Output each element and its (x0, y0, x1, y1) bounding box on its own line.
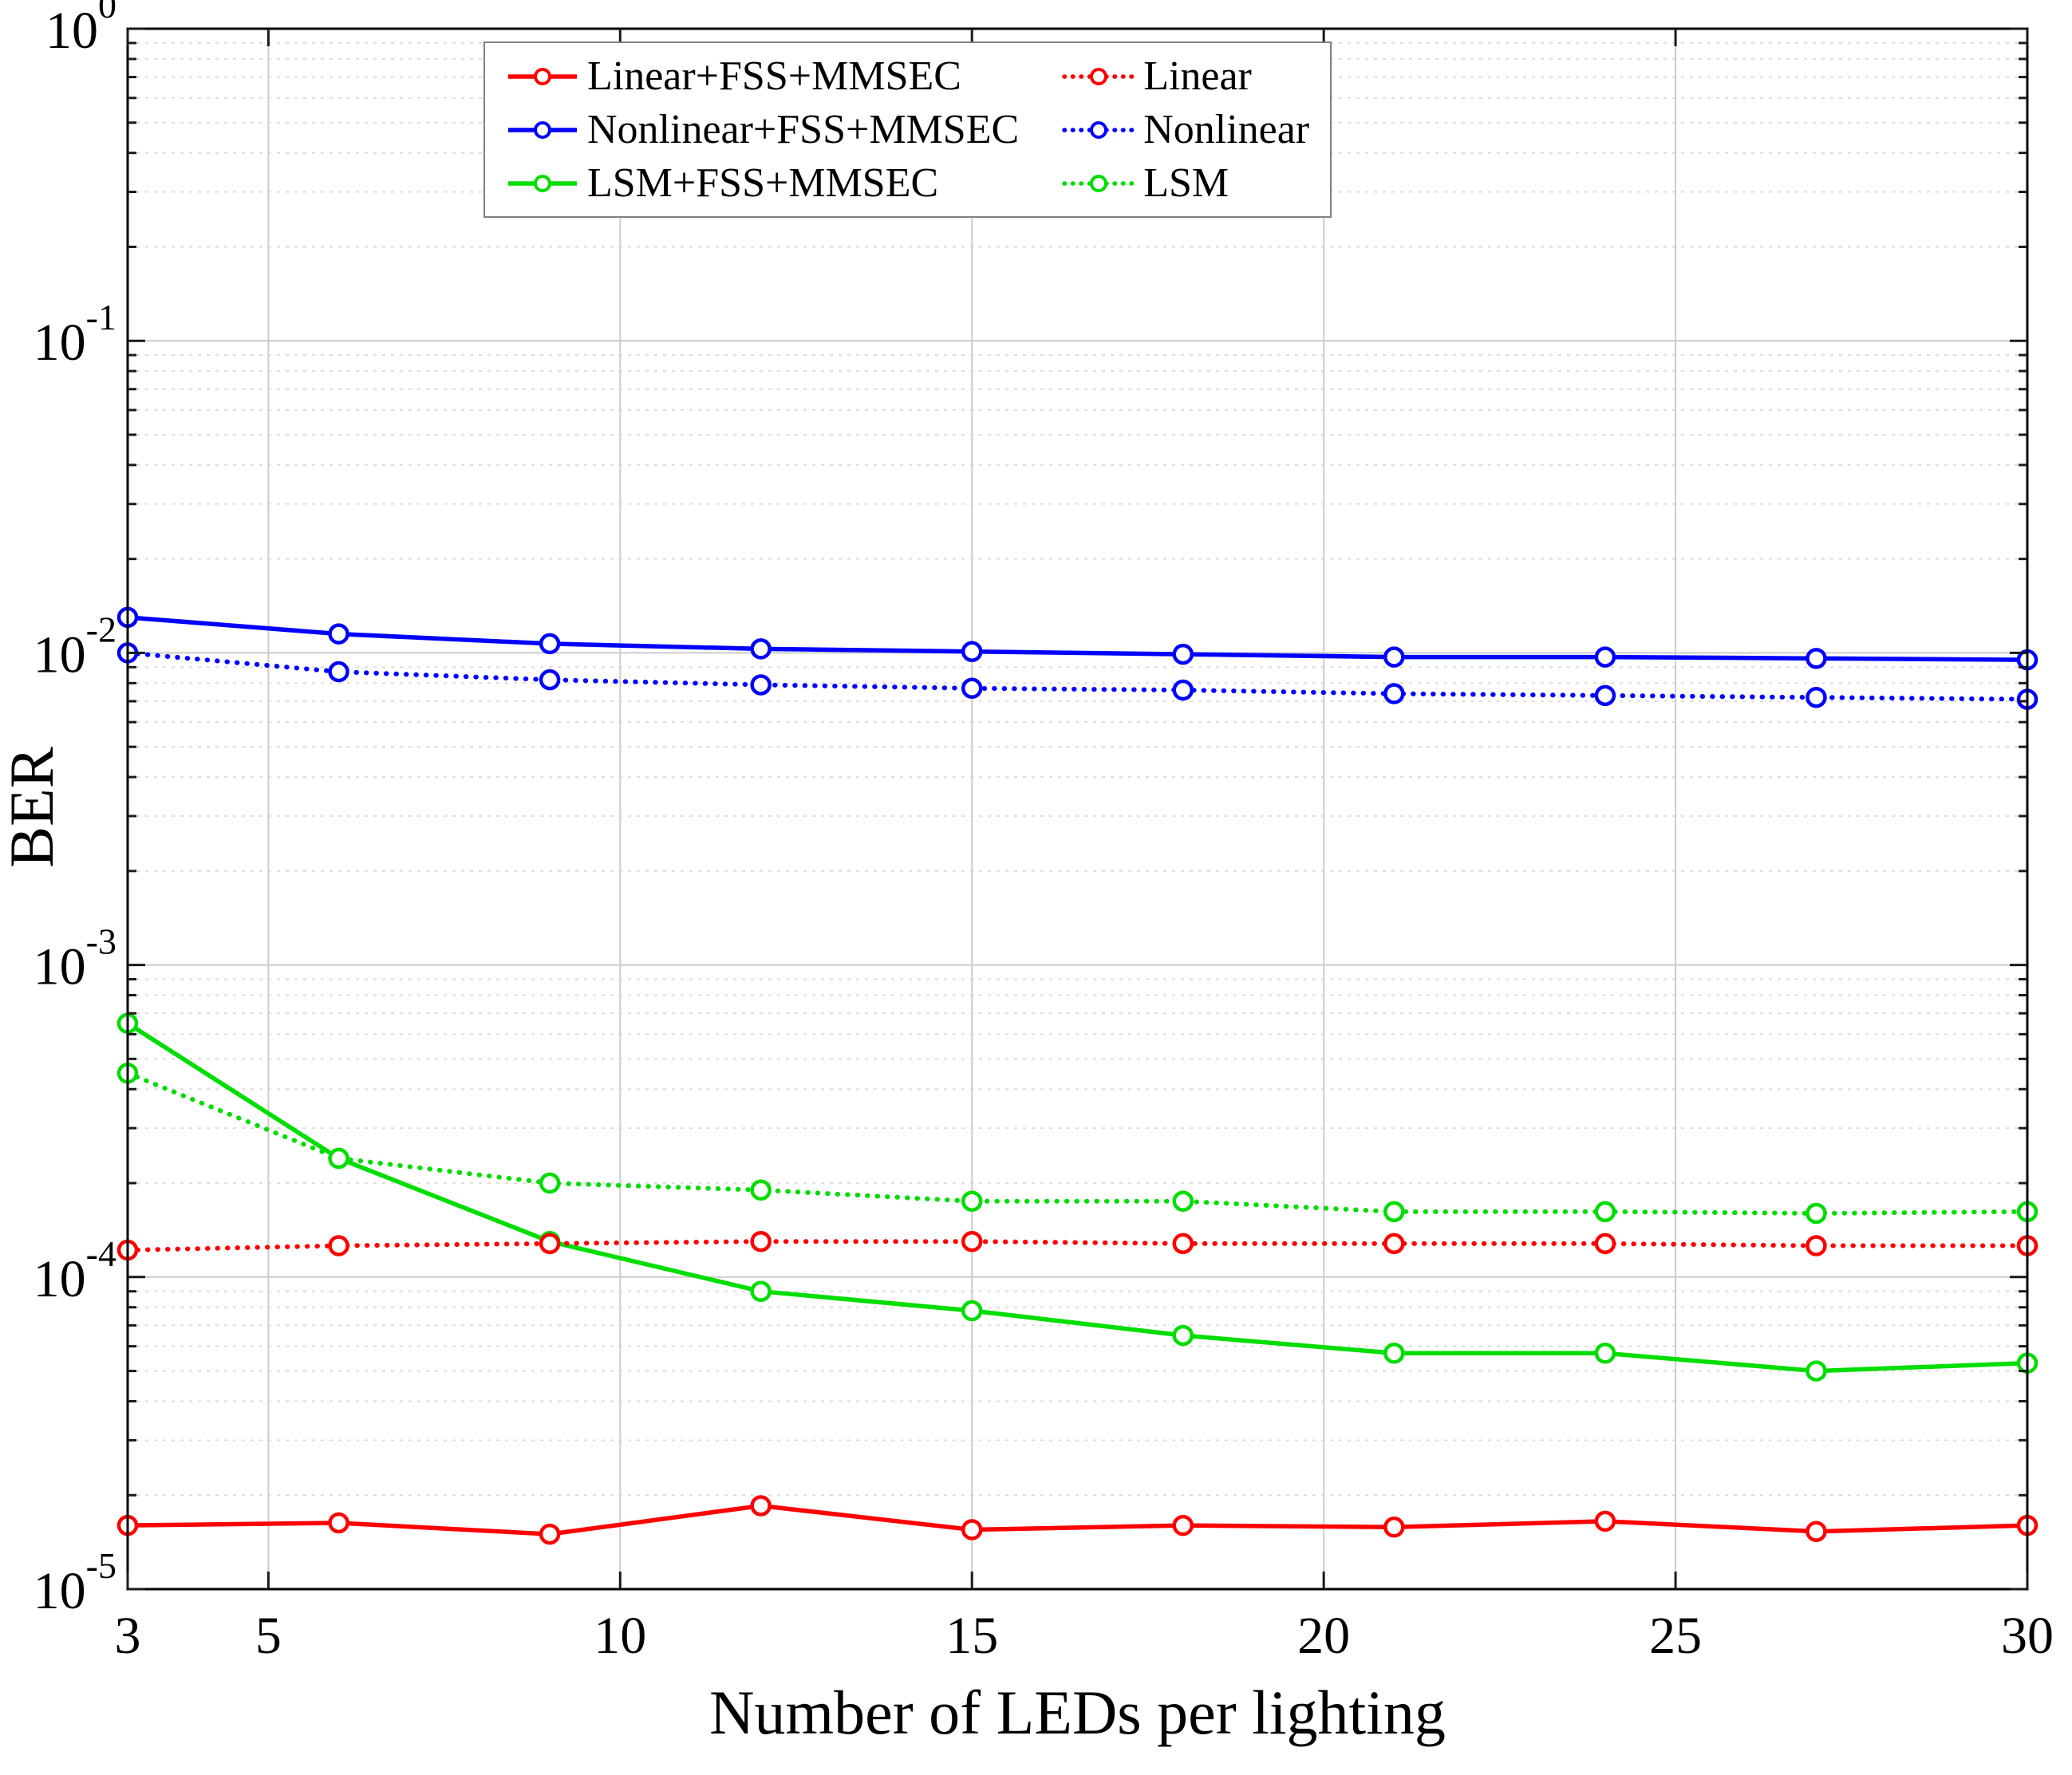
series-line-1 (127, 615, 2028, 662)
legend-label: LSM (1143, 160, 1229, 206)
data-marker (539, 1523, 561, 1545)
legend-label: Linear+FSS+MMSEC (587, 53, 961, 99)
data-marker (1172, 643, 1194, 665)
data-marker (1594, 1510, 1616, 1532)
x-tick-label: 30 (2001, 1607, 2054, 1665)
data-marker (1172, 679, 1194, 701)
legend-item: LSM (1062, 160, 1309, 207)
data-marker (1172, 1233, 1194, 1255)
data-marker (1594, 684, 1616, 707)
data-marker (328, 623, 349, 645)
data-marker (1594, 1201, 1616, 1223)
data-marker (328, 1235, 349, 1256)
legend-label: LSM+FSS+MMSEC (587, 160, 939, 206)
legend-label: Nonlinear (1143, 107, 1310, 152)
data-marker (1172, 1190, 1194, 1212)
data-marker (1594, 1343, 1616, 1364)
data-marker (1383, 1517, 1405, 1538)
x-axis-label: Number of LEDs per lighting (709, 1678, 1446, 1747)
series-line-3 (125, 1239, 2030, 1253)
data-marker (750, 1495, 772, 1517)
series-line-4 (125, 650, 2030, 702)
data-marker (1806, 648, 1827, 669)
data-marker (539, 669, 561, 691)
legend-item: Linear (1062, 53, 1309, 100)
data-marker (750, 638, 772, 660)
legend-line-sample (1062, 120, 1135, 139)
data-marker (328, 1147, 349, 1170)
data-marker (961, 1519, 983, 1540)
legend-item: Nonlinear (1062, 106, 1309, 153)
data-marker (1172, 1324, 1194, 1347)
data-marker (1383, 683, 1405, 704)
y-tick-label: 10-5 (34, 1545, 116, 1620)
legend-line-sample (1062, 174, 1135, 192)
data-marker (1383, 1233, 1405, 1255)
data-marker (1594, 646, 1616, 668)
data-marker (961, 641, 983, 662)
data-marker (750, 1179, 772, 1201)
x-tick-label: 15 (945, 1607, 998, 1665)
data-marker (961, 1230, 983, 1252)
legend-line-sample (1062, 67, 1135, 85)
x-tick-label: 5 (255, 1607, 282, 1665)
data-marker (328, 661, 349, 683)
x-tick-label: 20 (1297, 1607, 1350, 1665)
data-marker (1806, 1360, 1827, 1382)
legend: Linear+FSS+MMSEC Nonlinear+FSS+MMSEC LSM+F… (483, 41, 1332, 218)
series-line-0 (127, 1503, 2028, 1536)
data-marker (1806, 1521, 1827, 1542)
x-tick-label: 25 (1649, 1607, 1702, 1665)
series-line-5 (125, 1071, 2030, 1216)
series-line-2 (126, 1021, 2028, 1374)
data-marker (328, 1512, 349, 1534)
data-marker (1806, 686, 1827, 708)
data-marker (750, 674, 772, 696)
data-marker (961, 1300, 983, 1322)
legend-item: Linear+FSS+MMSEC (506, 53, 1019, 100)
legend-line-sample (508, 67, 577, 85)
data-marker (1594, 1233, 1616, 1255)
y-tick-label: 10-3 (34, 921, 116, 996)
y-tick-label: 100 (45, 0, 116, 60)
axes-box (126, 27, 2029, 1591)
legend-label: Nonlinear+FSS+MMSEC (587, 107, 1020, 152)
legend-line-sample (508, 120, 577, 139)
data-marker (1806, 1235, 1827, 1256)
data-marker (961, 1190, 983, 1212)
y-tick-label: 10-2 (34, 609, 116, 684)
data-marker (539, 1172, 561, 1194)
data-marker (1383, 1343, 1405, 1364)
data-marker (1383, 646, 1405, 668)
y-tick-label: 10-4 (34, 1233, 116, 1308)
data-marker (1806, 1202, 1827, 1225)
y-tick-label: 10-1 (34, 297, 116, 372)
y-axis-label: BER (0, 747, 66, 868)
x-tick-label: 10 (594, 1607, 646, 1665)
data-marker (1172, 1514, 1194, 1536)
legend-item: LSM+FSS+MMSEC (506, 160, 1019, 207)
legend-label: Linear (1143, 53, 1252, 99)
data-marker (539, 1233, 561, 1255)
data-marker (961, 677, 983, 700)
data-marker (1383, 1201, 1405, 1223)
legend-item: Nonlinear+FSS+MMSEC (506, 106, 1019, 153)
data-marker (750, 1280, 772, 1302)
data-marker (750, 1230, 772, 1252)
legend-line-sample (508, 174, 577, 192)
x-tick-label: 3 (115, 1607, 141, 1665)
data-marker (539, 633, 561, 655)
